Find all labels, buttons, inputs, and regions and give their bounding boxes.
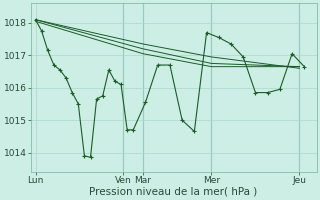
X-axis label: Pression niveau de la mer( hPa ): Pression niveau de la mer( hPa ) (90, 187, 258, 197)
